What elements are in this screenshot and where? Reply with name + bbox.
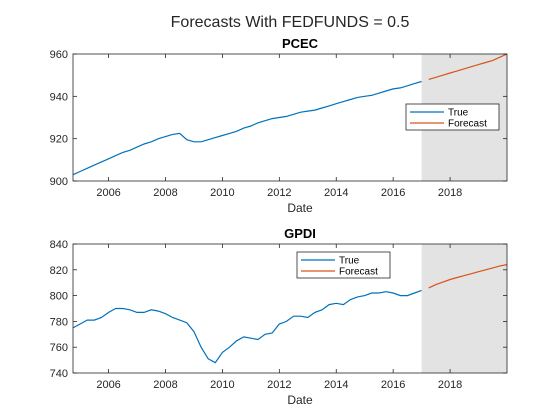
- legend-box: [296, 251, 391, 279]
- y-tick-label: 820: [50, 265, 68, 277]
- x-axis-label: Date: [287, 393, 313, 407]
- axes-gpdi: 2006 2008 2010 2012 2014 2016 2018 740 760 780 800…: [50, 226, 508, 407]
- legend-label-true: True: [339, 256, 360, 267]
- series-line-true: [72, 289, 422, 364]
- x-tick-label: 2006: [96, 379, 120, 391]
- y-tick-label: 920: [50, 134, 68, 146]
- x-tick-label: 2012: [267, 379, 291, 391]
- x-tick-label: 2014: [324, 187, 348, 199]
- x-tick-label: 2012: [267, 187, 291, 199]
- x-tick-label: 2006: [96, 187, 120, 199]
- axes-pcec: 2006 2008 2010 2012 2014 2016 2018 900 920 940 960…: [50, 36, 508, 215]
- forecast-shaded-region: [421, 244, 507, 373]
- figure-title: Forecasts With FEDFUNDS = 0.5: [171, 14, 410, 31]
- y-tick-label: 960: [50, 49, 68, 61]
- axes-title: GPDI: [284, 226, 316, 241]
- legend-label-forecast: Forecast: [448, 119, 487, 130]
- axes-frame: [72, 243, 508, 374]
- y-tick-label: 900: [50, 176, 68, 188]
- x-tick-label: 2014: [324, 379, 348, 391]
- x-tick-label: 2010: [210, 379, 234, 391]
- legend-box: [405, 103, 500, 131]
- x-tick-label: 2018: [438, 187, 462, 199]
- x-axis-label: Date: [287, 201, 313, 215]
- series-line-forecast: [428, 53, 508, 80]
- series-line-forecast: [428, 264, 508, 289]
- x-tick-label: 2008: [153, 187, 177, 199]
- legend-label-true: True: [448, 108, 469, 119]
- x-tick-label: 2008: [153, 379, 177, 391]
- y-tick-label: 800: [50, 291, 68, 303]
- x-tick-label: 2018: [438, 379, 462, 391]
- axes-frame: [72, 53, 508, 182]
- x-tick-label: 2010: [210, 187, 234, 199]
- series-line-true: [72, 80, 422, 176]
- y-tick-label: 840: [50, 239, 68, 251]
- x-tick-label: 2016: [381, 379, 405, 391]
- y-tick-label: 940: [50, 91, 68, 103]
- y-tick-label: 740: [50, 368, 68, 380]
- axes-title: PCEC: [282, 36, 319, 51]
- y-tick-label: 760: [50, 342, 68, 354]
- legend-label-forecast: Forecast: [339, 267, 378, 278]
- y-tick-label: 780: [50, 316, 68, 328]
- x-tick-label: 2016: [381, 187, 405, 199]
